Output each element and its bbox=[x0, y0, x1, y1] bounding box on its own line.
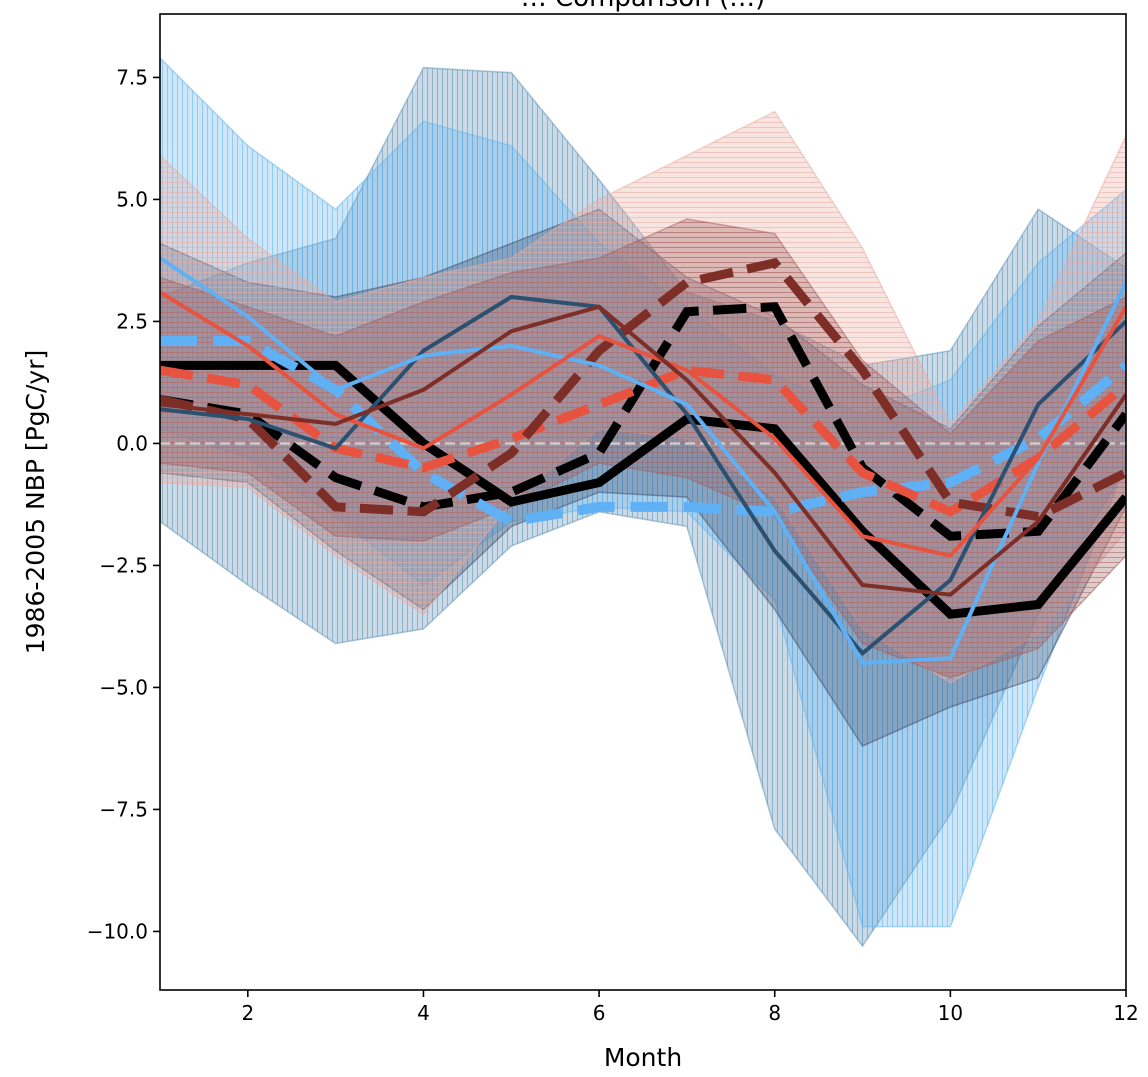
y-tick-label: −10.0 bbox=[87, 919, 148, 943]
y-tick-label: −2.5 bbox=[99, 553, 148, 577]
x-tick-label: 4 bbox=[417, 1001, 430, 1025]
series-line bbox=[160, 360, 1126, 619]
series-line bbox=[160, 290, 1126, 558]
series-line bbox=[160, 304, 1126, 597]
y-tick-label: 7.5 bbox=[116, 65, 148, 89]
series-line bbox=[160, 257, 1126, 522]
x-tick-label: 10 bbox=[938, 1001, 963, 1025]
y-tick-label: 2.5 bbox=[116, 309, 148, 333]
chart-title: … Comparison (…) bbox=[521, 0, 766, 13]
y-tick-label: 5.0 bbox=[116, 187, 148, 211]
series-line bbox=[160, 256, 1126, 666]
series-line bbox=[160, 336, 1126, 527]
y-axis-label: 1986-2005 NBP [PgC/yr] bbox=[21, 350, 50, 655]
y-tick-label: −7.5 bbox=[99, 797, 148, 821]
y-axis: 7.5 5.0 2.5 0.0 −2.5 −5.0 −7.5 −10.0 bbox=[87, 65, 160, 943]
series-lines bbox=[160, 256, 1126, 666]
x-tick-label: 12 bbox=[1113, 1001, 1138, 1025]
y-tick-label: 0.0 bbox=[116, 431, 148, 455]
x-axis: 2 4 6 8 10 12 bbox=[241, 990, 1139, 1025]
spread-band-hatch bbox=[160, 57, 1126, 927]
x-tick-label: 6 bbox=[593, 1001, 606, 1025]
x-tick-label: 2 bbox=[241, 1001, 254, 1025]
y-tick-label: −5.0 bbox=[99, 675, 148, 699]
plot-frame bbox=[159, 13, 1127, 991]
series-line bbox=[160, 294, 1126, 657]
x-tick-label: 8 bbox=[768, 1001, 781, 1025]
x-axis-label: Month bbox=[604, 1043, 682, 1072]
